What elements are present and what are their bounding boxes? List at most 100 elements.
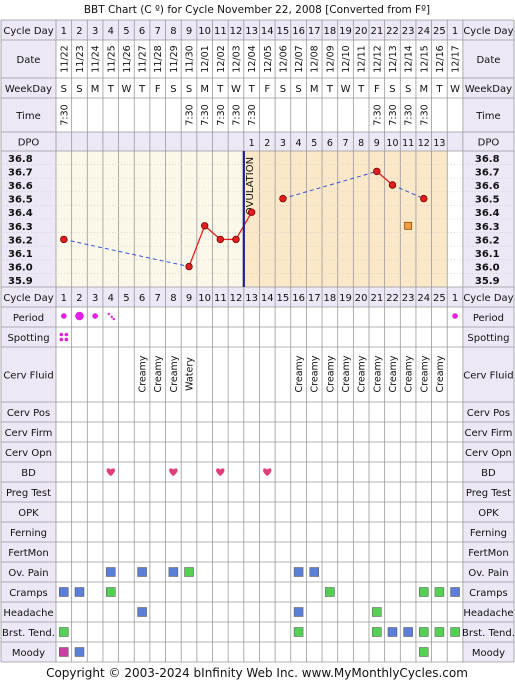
cycle-day-label: 1	[61, 26, 67, 37]
time-label: 7:30	[185, 104, 196, 125]
cycle-day-label-bottom: 1	[452, 293, 458, 304]
cycle-day-label-bottom: 7	[155, 293, 161, 304]
cervical-fluid-label: Creamy	[169, 355, 180, 392]
cycle-day-label-bottom: 4	[108, 293, 114, 304]
row-label-bg-right	[462, 462, 514, 482]
symptom-marker-ov-pain	[106, 567, 116, 577]
row-label-right-date: Date	[476, 55, 500, 66]
period-spot-dot	[112, 317, 115, 321]
heart-icon	[216, 468, 225, 476]
time-label: 7:30	[388, 104, 399, 125]
row-label-right-cerv_opn: Cerv Opn	[465, 448, 512, 459]
cycle-day-label: 21	[370, 26, 383, 37]
row-label-bg-left	[1, 522, 56, 542]
row-label-opk: OPK	[18, 508, 39, 519]
row-label-bg-right	[462, 402, 514, 422]
symptom-marker-brst-tend	[59, 627, 69, 637]
ovulation-label: OVULATION	[245, 157, 256, 215]
row-label-bg-left	[1, 582, 56, 602]
symptom-marker-cramps	[450, 587, 460, 597]
row-label-bg-left	[1, 307, 56, 327]
cervical-fluid-label: Creamy	[341, 355, 352, 392]
weekday-label: F	[155, 84, 161, 95]
dpo-label: 3	[280, 138, 286, 149]
y-tick-label-right: 36.2	[475, 235, 500, 246]
row-label-bg-right	[462, 347, 514, 402]
row-label-fertmon: FertMon	[8, 548, 48, 559]
cycle-day-label-bottom: 18	[324, 293, 337, 304]
y-tick-label: 36.3	[8, 222, 33, 233]
period-dot	[61, 313, 67, 319]
row-label-dpo: DPO	[18, 138, 40, 149]
cycle-day-label-bottom: 10	[198, 293, 211, 304]
y-tick-label: 36.4	[8, 208, 33, 219]
cycle-day-label: 17	[308, 26, 321, 37]
cycle-day-label-bottom: 8	[170, 293, 176, 304]
cycle-day-label: 24	[417, 26, 430, 37]
row-label-bg-right	[462, 98, 514, 132]
row-label-cerv_fluid: Cerv Fluid	[3, 371, 53, 382]
dpo-label: 4	[296, 138, 302, 149]
weekday-label: W	[121, 84, 131, 95]
y-tick-label-right: 36.7	[475, 167, 500, 178]
cycle-day-label-bottom: 3	[92, 293, 98, 304]
row-label-date: Date	[17, 55, 41, 66]
date-label: 11/27	[138, 45, 149, 72]
row-label-bg-left	[1, 622, 56, 642]
weekday-label: S	[405, 84, 411, 95]
row-label-right-fertmon: FertMon	[468, 548, 508, 559]
row-label-bg-right	[462, 20, 514, 40]
weekday-label: S	[295, 84, 301, 95]
cycle-day-label-bottom: 19	[339, 293, 352, 304]
cycle-day-label-bottom: 5	[123, 293, 129, 304]
date-label: 12/03	[231, 45, 242, 72]
cycle-day-label-bottom: 11	[214, 293, 227, 304]
symptom-marker-brst-tend	[372, 627, 382, 637]
row-label-moody: Moody	[12, 648, 45, 659]
row-label-bg-right	[462, 78, 514, 98]
weekday-label: S	[76, 84, 82, 95]
row-label-cerv_opn: Cerv Opn	[5, 448, 52, 459]
row-label-bd: BD	[21, 468, 36, 479]
time-label: 7:30	[200, 104, 211, 125]
cycle-day-label: 25	[433, 26, 446, 37]
row-label-bg-left	[1, 347, 56, 402]
symptom-marker-moody	[419, 647, 429, 657]
cycle-day-label: 13	[245, 26, 258, 37]
weekday-label: M	[419, 84, 428, 95]
weekday-label: W	[341, 84, 351, 95]
symptom-marker-brst-tend	[403, 627, 413, 637]
y-tick-label: 36.0	[8, 263, 33, 274]
date-label: 11/30	[185, 45, 196, 72]
row-label-bg-right	[462, 502, 514, 522]
spotting-dot	[59, 337, 64, 342]
row-label-bg-left	[1, 542, 56, 562]
dpo-label: 8	[358, 138, 364, 149]
weekday-label: F	[374, 84, 380, 95]
cervical-fluid-label: Watery	[185, 357, 196, 391]
row-label-bg-right	[462, 542, 514, 562]
weekday-label: T	[357, 84, 365, 95]
y-tick-label: 36.1	[8, 249, 33, 260]
row-label-preg_test: Preg Test	[6, 488, 51, 499]
cervical-fluid-label: Creamy	[138, 355, 149, 392]
cycle-day-label: 14	[261, 26, 274, 37]
cycle-day-label-bottom: 23	[402, 293, 415, 304]
row-label-bg-right	[462, 327, 514, 347]
period-spot-dot	[107, 312, 110, 316]
cervical-fluid-label: Creamy	[419, 355, 430, 392]
row-label-bg-right	[462, 40, 514, 78]
y-tick-label: 36.2	[8, 235, 33, 246]
row-label-bg-right	[462, 442, 514, 462]
row-label-bg-left	[1, 642, 56, 662]
cycle-day-label: 4	[108, 26, 114, 37]
cycle-day-label: 10	[198, 26, 211, 37]
date-label: 11/22	[59, 45, 70, 72]
row-label-bg-right	[462, 622, 514, 642]
temp-line-segment	[188, 225, 206, 267]
date-label: 12/04	[247, 45, 258, 72]
cycle-day-label: 11	[214, 26, 227, 37]
symptom-marker-ov-pain	[137, 567, 147, 577]
symptom-marker-cramps	[59, 587, 69, 597]
